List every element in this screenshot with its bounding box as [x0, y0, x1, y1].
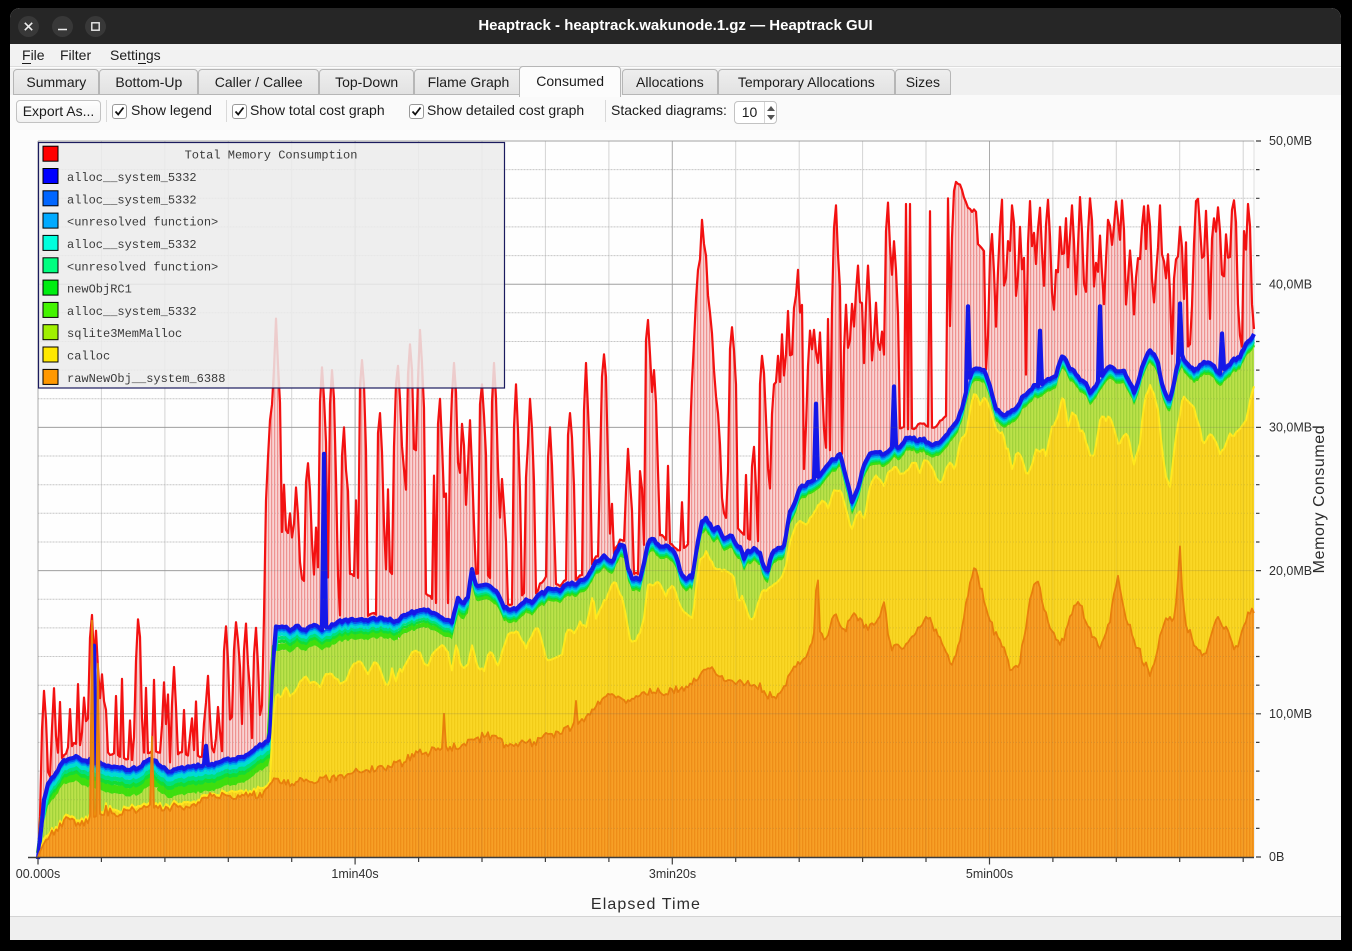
svg-text:calloc: calloc [67, 350, 110, 364]
svg-text:3min20s: 3min20s [649, 867, 696, 881]
svg-text:10,0MB: 10,0MB [1269, 707, 1312, 721]
svg-text:alloc__system_5332: alloc__system_5332 [67, 305, 197, 319]
svg-text:<unresolved function>: <unresolved function> [67, 216, 218, 230]
svg-text:00.000s: 00.000s [16, 867, 60, 881]
svg-text:Total Memory Consumption: Total Memory Consumption [185, 149, 358, 163]
svg-text:rawNewObj__system_6388: rawNewObj__system_6388 [67, 372, 225, 386]
svg-text:alloc__system_5332: alloc__system_5332 [67, 238, 197, 252]
svg-text:sqlite3MemMalloc: sqlite3MemMalloc [67, 327, 182, 341]
svg-text:40,0MB: 40,0MB [1269, 277, 1312, 291]
svg-text:1min40s: 1min40s [331, 867, 378, 881]
svg-text:<unresolved function>: <unresolved function> [67, 260, 218, 274]
svg-text:30,0MB: 30,0MB [1269, 421, 1312, 435]
svg-text:Memory Consumed: Memory Consumed [1311, 425, 1328, 574]
svg-text:0B: 0B [1269, 850, 1284, 864]
svg-text:20,0MB: 20,0MB [1269, 564, 1312, 578]
svg-text:Elapsed Time: Elapsed Time [591, 896, 701, 913]
svg-text:alloc__system_5332: alloc__system_5332 [67, 171, 197, 185]
svg-text:newObjRC1: newObjRC1 [67, 283, 132, 297]
svg-text:alloc__system_5332: alloc__system_5332 [67, 193, 197, 207]
svg-text:5min00s: 5min00s [966, 867, 1013, 881]
svg-text:50,0MB: 50,0MB [1269, 134, 1312, 148]
